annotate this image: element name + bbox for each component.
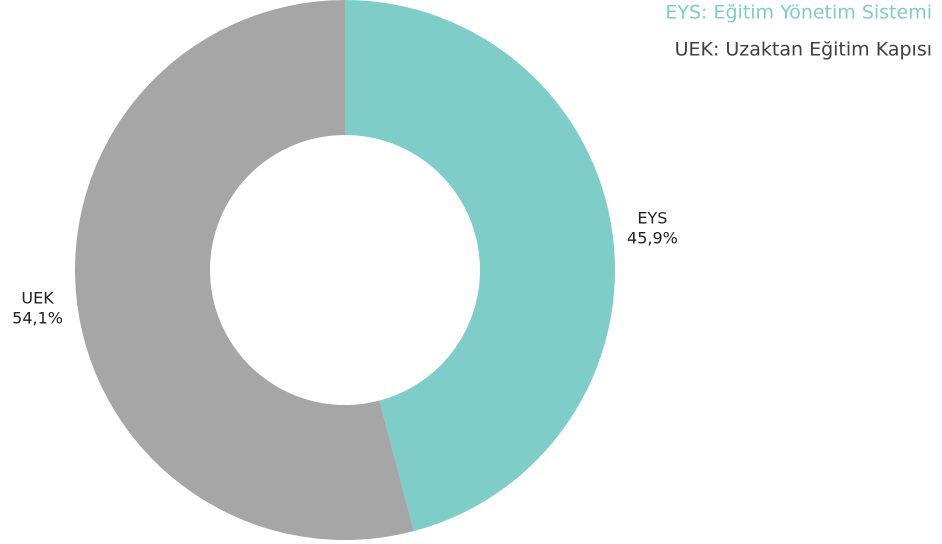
donut-slice [74,0,414,540]
slice-category-label: EYS [637,209,667,228]
slice-value-label: 54,1% [12,308,63,327]
legend-annotation: UEK: Uzaktan Eğitim Kapısı [675,39,932,61]
slice-value-label: 45,9% [627,229,678,248]
donut-slice [345,0,615,532]
legend-annotation: EYS: Eğitim Yönetim Sistemi [665,2,932,24]
slice-category-label: UEK [21,288,54,307]
